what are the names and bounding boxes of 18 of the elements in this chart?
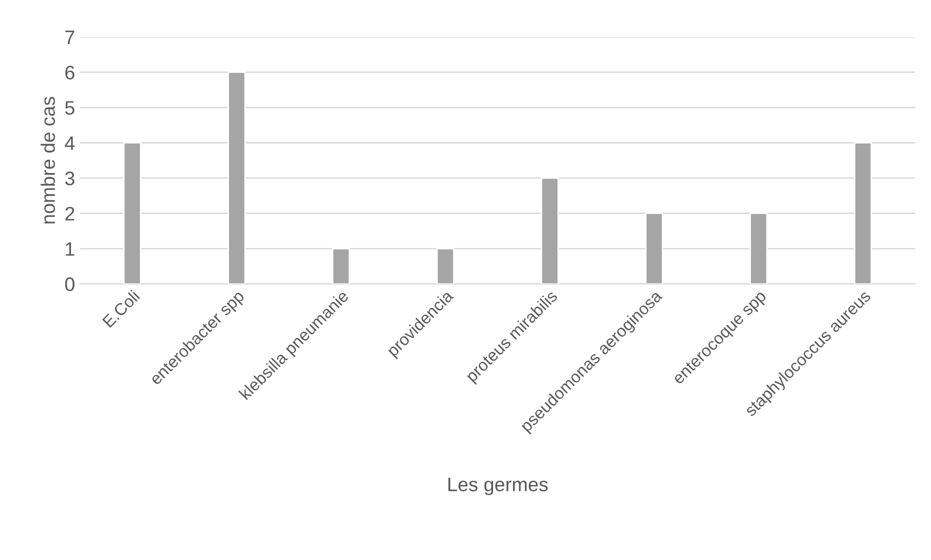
y-tick-label: 4 (64, 136, 75, 150)
y-tick-label: 7 (65, 30, 74, 44)
bar (750, 212, 768, 284)
x-axis-title: Les germes (448, 478, 548, 496)
y-tick-label: 5 (65, 101, 74, 115)
y-tick-label: 3 (65, 172, 74, 186)
y-axis-title: nombre de cas (40, 96, 55, 224)
y-tick-label: 1 (66, 242, 74, 256)
bar (854, 142, 872, 284)
bar (645, 212, 664, 284)
bar (436, 248, 454, 284)
bar (228, 72, 246, 284)
y-tick-label: 6 (65, 66, 74, 80)
y-tick-label: 2 (65, 206, 74, 220)
bar (540, 177, 559, 284)
bar (332, 248, 350, 284)
y-tick-label: 0 (65, 277, 74, 292)
bar (123, 142, 142, 284)
